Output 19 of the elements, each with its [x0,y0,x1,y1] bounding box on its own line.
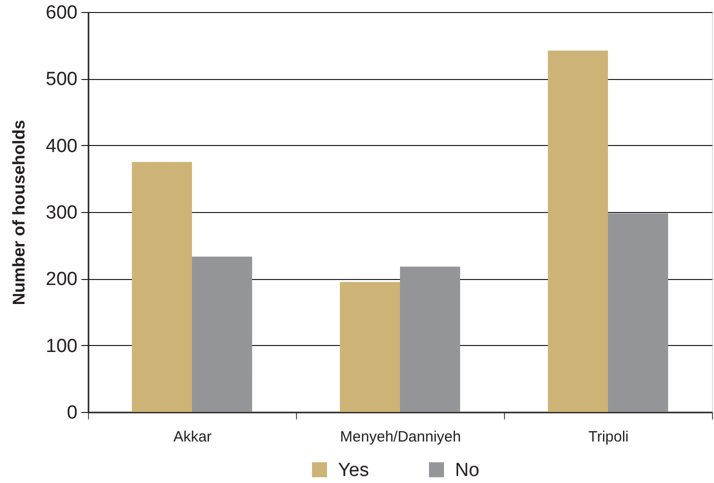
bar [548,50,608,412]
legend-label: Yes [338,460,369,481]
legend-label: No [455,460,480,481]
bar [400,266,460,412]
y-axis-title: Number of households [10,120,28,306]
y-tick-label: 300 [46,202,78,224]
y-tick-label: 200 [46,269,78,290]
y-tick-label: 600 [46,2,78,24]
x-tick-label: Menyeh/Danniyeh [340,428,461,446]
bar [132,162,192,412]
y-tick-label: 400 [46,136,78,157]
bar [340,282,400,412]
y-tick-label: 500 [46,69,78,90]
bar [608,213,668,412]
y-tick-label: 100 [46,336,78,357]
y-tick-label: 0 [66,402,78,424]
x-tick-label: Tripoli [588,428,629,446]
bar [192,256,252,412]
x-tick-label: Akkar [173,428,212,446]
